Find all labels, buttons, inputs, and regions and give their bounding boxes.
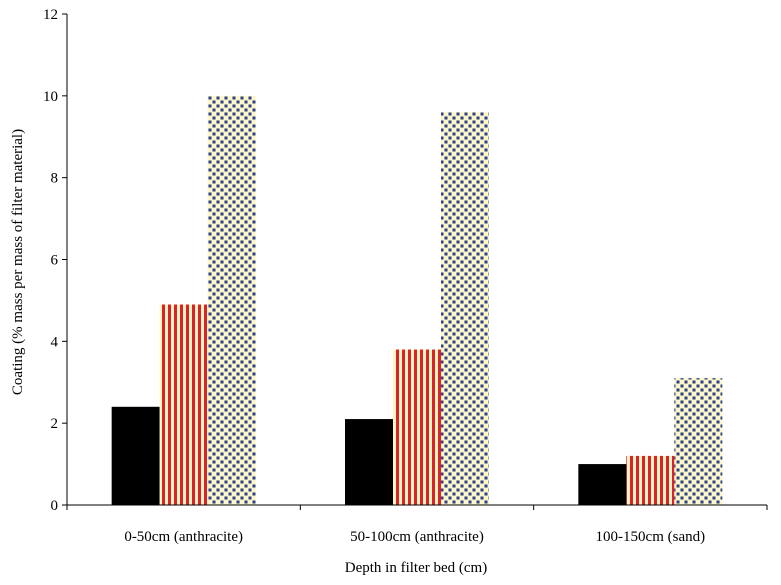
bar-solid	[345, 419, 393, 505]
bar-vertical-stripes	[626, 455, 675, 505]
bar-solid	[578, 464, 627, 505]
bar-dots	[207, 95, 256, 505]
y-tick-label: 6	[51, 253, 59, 269]
y-tick-label: 12	[43, 7, 58, 23]
bars-group	[111, 95, 723, 505]
y-tick-label: 0	[51, 498, 59, 514]
bar-dots	[441, 112, 489, 505]
x-axis-title: Depth in filter bed (cm)	[345, 560, 487, 576]
y-axis-title: Coating (% mass per mass of filter mater…	[10, 129, 26, 395]
x-tick-label: 50-100cm (anthracite)	[350, 529, 484, 545]
y-tick-label: 4	[51, 334, 59, 350]
bar-dots	[674, 378, 723, 505]
y-tick-label: 10	[43, 89, 58, 105]
x-tick-label: 0-50cm (anthracite)	[124, 529, 243, 545]
y-tick-label: 8	[51, 171, 59, 187]
bar-vertical-stripes	[159, 304, 208, 505]
x-tick-label: 100-150cm (sand)	[596, 529, 706, 545]
x-axis-ticks: 0-50cm (anthracite) 50-100cm (anthracite)…	[66, 505, 768, 545]
y-axis-ticks: 0 2 4 6 8 10 12	[43, 7, 67, 514]
bar-solid	[111, 406, 160, 505]
bar-vertical-stripes	[393, 349, 441, 505]
y-tick-label: 2	[51, 416, 59, 432]
